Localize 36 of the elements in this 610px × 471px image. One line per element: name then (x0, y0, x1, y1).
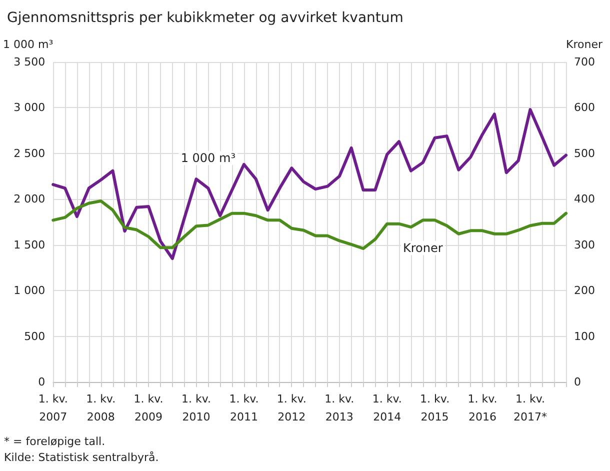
y-tick-label: 0 (38, 376, 46, 388)
y2-axis-title: Kroner (566, 38, 603, 51)
y2-tick-label: 700 (574, 56, 595, 68)
line-series (52, 108, 568, 260)
x-tick-label: 1. kv. 2011 (229, 392, 259, 424)
line-series (52, 199, 568, 250)
y-tick-label: 2 500 (14, 146, 46, 160)
y2-tick-label: 0 (574, 376, 581, 388)
x-tick-label: 1. kv. 2008 (86, 392, 116, 424)
series-label: Kroner (402, 241, 443, 256)
y-tick-label: 1 500 (14, 238, 46, 252)
y2-tick-label: 300 (574, 238, 595, 252)
x-tick-label: 1. kv. 2016 (468, 392, 498, 424)
x-tick-label: 1. kv. 2013 (324, 392, 354, 424)
x-tick-label: 1. kv. 2017* (513, 392, 548, 424)
y-tick-label: 500 (24, 330, 46, 343)
x-tick-label: 1. kv. 2015 (420, 392, 450, 424)
x-tick-label: 1. kv. 2014 (372, 392, 402, 424)
y-axis-title: 1 000 m³ (2, 38, 54, 51)
text: Kilde: Statistisk sentralbyrå. (4, 451, 159, 464)
y-tick-label: 3 000 (14, 101, 46, 114)
y-tick-label: 1 000 (14, 284, 46, 298)
x-tick-label: 1. kv. 2009 (134, 392, 164, 424)
series-label: 1 000 m³ (180, 151, 236, 166)
chart-title: Gjennomsnittspris per kubikkmeter og avvirket kvantum (7, 10, 404, 26)
x-tick-label: 1. kv. 2012 (276, 392, 306, 424)
x-tick-label: 1. kv. 2007 (38, 392, 68, 424)
text: * = foreløpige tall. (4, 435, 106, 448)
y2-tick-label: 500 (574, 146, 595, 160)
y-tick-label: 2 000 (14, 192, 46, 206)
y2-tick-label: 400 (574, 192, 595, 206)
y2-tick-label: 600 (574, 101, 595, 114)
y-tick-label: 3 500 (14, 56, 46, 68)
y2-tick-label: 200 (574, 284, 595, 298)
x-tick-label: 1. kv. 2010 (181, 392, 211, 424)
y2-tick-label: 100 (574, 330, 595, 343)
